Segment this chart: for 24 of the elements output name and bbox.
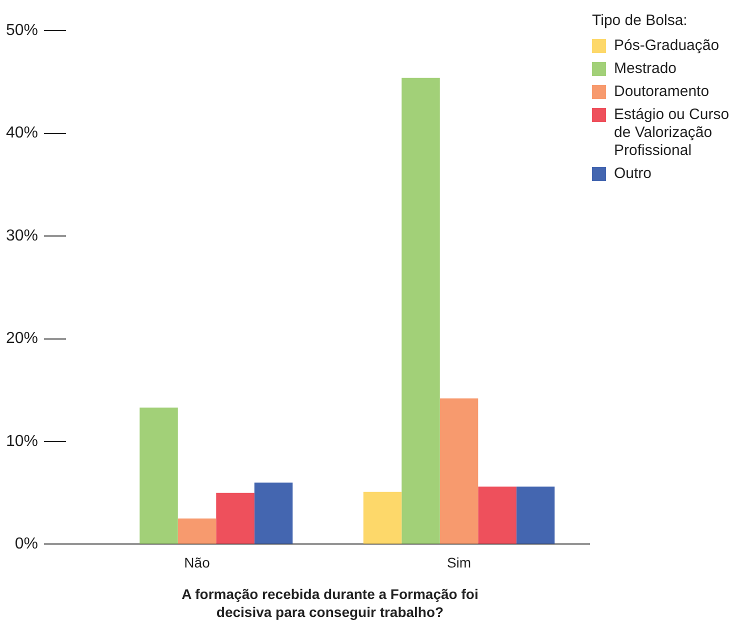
- bar: [216, 492, 254, 544]
- bar: [363, 492, 402, 544]
- bar: [254, 482, 293, 544]
- bar: [516, 486, 555, 544]
- bar: [478, 486, 516, 544]
- legend-label: Doutoramento: [614, 83, 710, 101]
- legend-label: Estágio ou Curso de Valorização Profissional: [614, 106, 730, 160]
- y-tick-label: 10%: [6, 432, 38, 450]
- legend-label: Outro: [614, 165, 652, 183]
- y-tick-label: 0%: [14, 536, 38, 553]
- bar: [140, 408, 178, 544]
- x-tick-label: Não: [184, 554, 210, 570]
- legend-label: Mestrado: [614, 60, 677, 78]
- legend-label: Pós-Graduação: [614, 37, 720, 55]
- y-tick-label: 20%: [6, 330, 38, 348]
- y-tick-label: 40%: [6, 124, 38, 142]
- y-tick-label: 30%: [6, 227, 38, 244]
- x-axis-title: A formação recebida durante a Formação foi decisiva para conseguir trabalho?: [180, 585, 480, 621]
- legend-title: Tipo de Bolsa:: [592, 12, 688, 29]
- y-tick-label: 50%: [6, 22, 38, 40]
- bar: [402, 78, 440, 544]
- x-tick-label: Sim: [446, 554, 472, 570]
- bar: [178, 518, 216, 544]
- bar: [440, 398, 478, 544]
